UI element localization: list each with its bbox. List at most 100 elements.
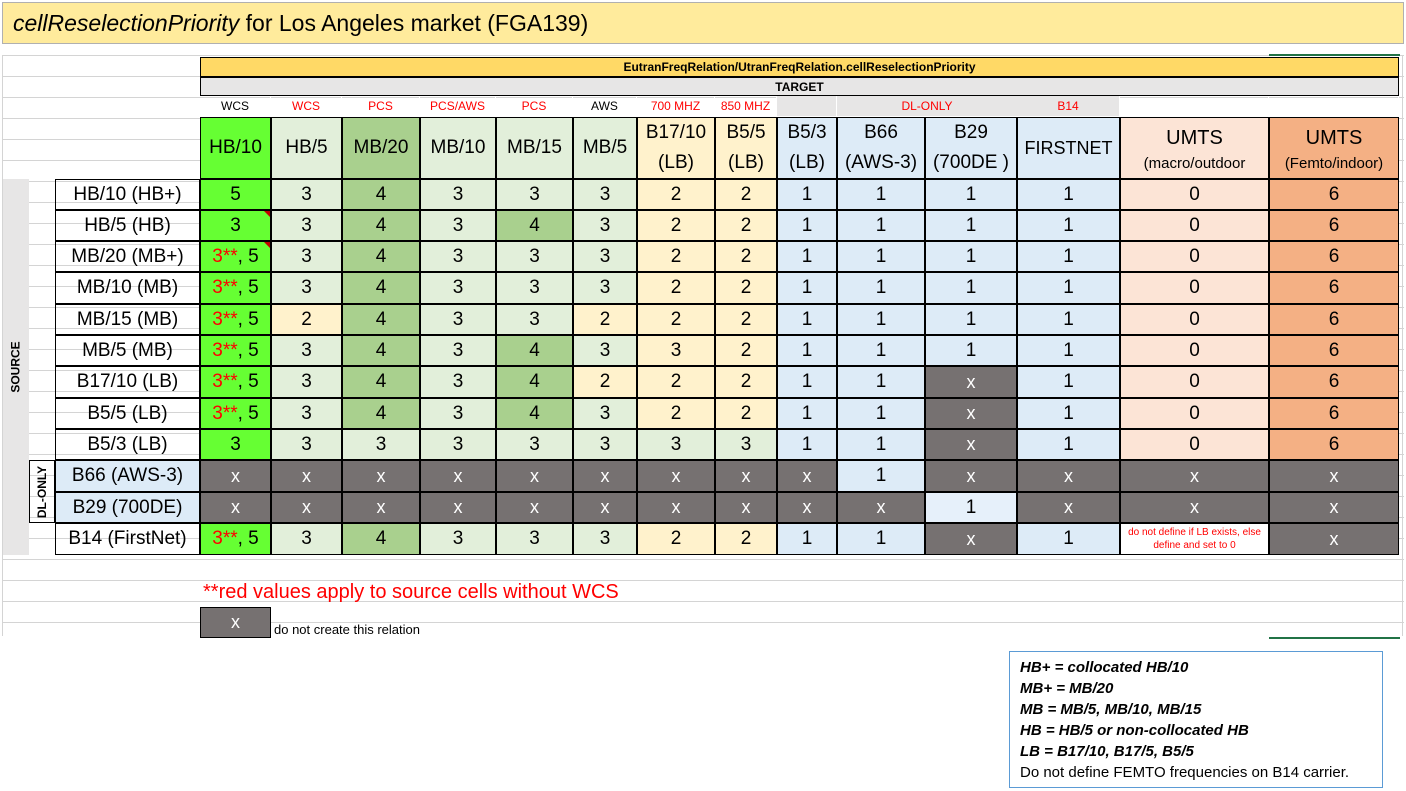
priority-cell: x: [200, 460, 271, 492]
column-header: MB/5: [573, 117, 637, 179]
column-header: HB/10: [200, 117, 271, 179]
priority-cell: 3: [342, 429, 420, 460]
priority-cell: 2: [637, 210, 715, 241]
priority-cell: 1: [837, 523, 925, 555]
source-row-label: B17/10 (LB): [55, 366, 200, 398]
priority-cell: 3: [271, 272, 342, 304]
priority-cell: 2: [637, 179, 715, 210]
priority-cell: 3: [496, 429, 573, 460]
column-header: MB/10: [420, 117, 496, 179]
column-header: UMTS (macro/outdoor: [1120, 117, 1269, 179]
legend-line: Do not define FEMTO frequencies on B14 c…: [1020, 764, 1350, 781]
band-label: B14: [1017, 96, 1120, 116]
priority-cell: x: [777, 460, 837, 492]
priority-cell: 1: [925, 210, 1017, 241]
priority-cell: 1: [1017, 398, 1120, 429]
priority-cell: 1: [837, 179, 925, 210]
priority-cell: 1: [777, 241, 837, 272]
priority-cell: 3: [420, 241, 496, 272]
column-header-label: MB/15: [507, 137, 562, 158]
cell-border-mark: [1269, 637, 1400, 639]
column-header: B5/5 (LB): [715, 117, 777, 179]
comment-indicator[interactable]: [264, 211, 270, 217]
priority-cell: x: [837, 492, 925, 523]
priority-cell: 3**, 5: [200, 335, 271, 366]
column-header-label: B5/3: [787, 122, 827, 143]
source-label: SOURCE: [3, 179, 29, 555]
source-row-label: HB/10 (HB+): [55, 179, 200, 210]
priority-cell: 3: [271, 398, 342, 429]
priority-cell: 2: [637, 272, 715, 304]
priority-cell: 3: [420, 304, 496, 335]
priority-cell: 2: [715, 304, 777, 335]
priority-cell: 6: [1269, 398, 1399, 429]
priority-cell: 3: [420, 523, 496, 555]
band-label: WCS: [271, 96, 342, 116]
priority-cell: 1: [1017, 304, 1120, 335]
legend-line: HB = HB/5 or non-collocated HB: [1020, 722, 1249, 739]
x-swatch: x: [200, 607, 271, 638]
column-header-sublabel: (LB): [789, 152, 825, 173]
priority-cell: 2: [715, 398, 777, 429]
red-values-footnote: **red values apply to source cells witho…: [203, 580, 619, 603]
priority-cell: 3: [420, 335, 496, 366]
priority-cell: x: [1120, 460, 1269, 492]
column-header-label: MB/5: [582, 137, 628, 158]
priority-cell: 3: [496, 523, 573, 555]
column-header: MB/20: [342, 117, 420, 179]
priority-cell: x: [715, 492, 777, 523]
band-label: 700 MHZ: [637, 96, 715, 116]
priority-value: , 5: [237, 371, 259, 392]
priority-cell: 1: [837, 210, 925, 241]
priority-cell: 3: [271, 241, 342, 272]
red-priority: 3**: [212, 339, 238, 361]
red-priority: 3**: [212, 245, 238, 267]
column-header-label: B5/5: [726, 122, 766, 143]
source-row-label: MB/15 (MB): [55, 304, 200, 335]
priority-cell: 3: [496, 304, 573, 335]
relation-header: EutranFreqRelation/UtranFreqRelation.cel…: [200, 57, 1399, 77]
priority-cell: 1: [777, 272, 837, 304]
column-header-label: FIRSTNET: [1024, 138, 1113, 158]
priority-cell: 4: [496, 398, 573, 429]
dl-only-header: DL-ONLY: [837, 96, 1017, 116]
priority-cell: 3: [420, 272, 496, 304]
priority-cell: 2: [573, 366, 637, 398]
priority-cell: x: [1269, 523, 1399, 555]
priority-cell: 1: [925, 304, 1017, 335]
x-legend-text: do not create this relation: [274, 621, 420, 637]
priority-value: , 5: [237, 528, 259, 549]
priority-cell: x: [637, 460, 715, 492]
priority-value: , 5: [237, 339, 259, 361]
column-header-label: B29: [954, 122, 988, 143]
priority-cell: 3: [573, 398, 637, 429]
priority-cell: 2: [637, 523, 715, 555]
priority-cell: 1: [1017, 335, 1120, 366]
priority-cell: 1: [837, 335, 925, 366]
target-header: TARGET: [200, 77, 1399, 96]
priority-cell: 1: [837, 241, 925, 272]
band-label: PCS/AWS: [420, 96, 496, 116]
column-header-label: UMTS: [1305, 127, 1363, 149]
column-header: MB/15: [496, 117, 573, 179]
priority-cell: x: [925, 429, 1017, 460]
column-header-sublabel: (macro/outdoor: [1143, 155, 1246, 172]
legend-line: LB = B17/10, B17/5, B5/5: [1020, 743, 1194, 760]
priority-cell: 4: [342, 398, 420, 429]
priority-cell: 1: [837, 460, 925, 492]
column-header-sublabel: (AWS-3): [844, 152, 918, 173]
priority-cell: x: [342, 492, 420, 523]
column-header-sublabel: (700DE ): [932, 152, 1010, 173]
priority-cell: 6: [1269, 304, 1399, 335]
source-dl-only-text: DL-ONLY: [35, 465, 50, 518]
comment-indicator[interactable]: [264, 242, 270, 248]
priority-cell: 1: [925, 179, 1017, 210]
priority-cell: x: [200, 492, 271, 523]
column-header: B66 (AWS-3): [837, 117, 925, 179]
source-row-label: B14 (FirstNet): [55, 523, 200, 555]
priority-cell: 1: [837, 429, 925, 460]
sheet-title: cellReselectionPriority for Los Angeles …: [2, 2, 1404, 44]
priority-cell: 3**, 5: [200, 523, 271, 555]
priority-cell: x: [1120, 492, 1269, 523]
priority-cell: 2: [715, 179, 777, 210]
